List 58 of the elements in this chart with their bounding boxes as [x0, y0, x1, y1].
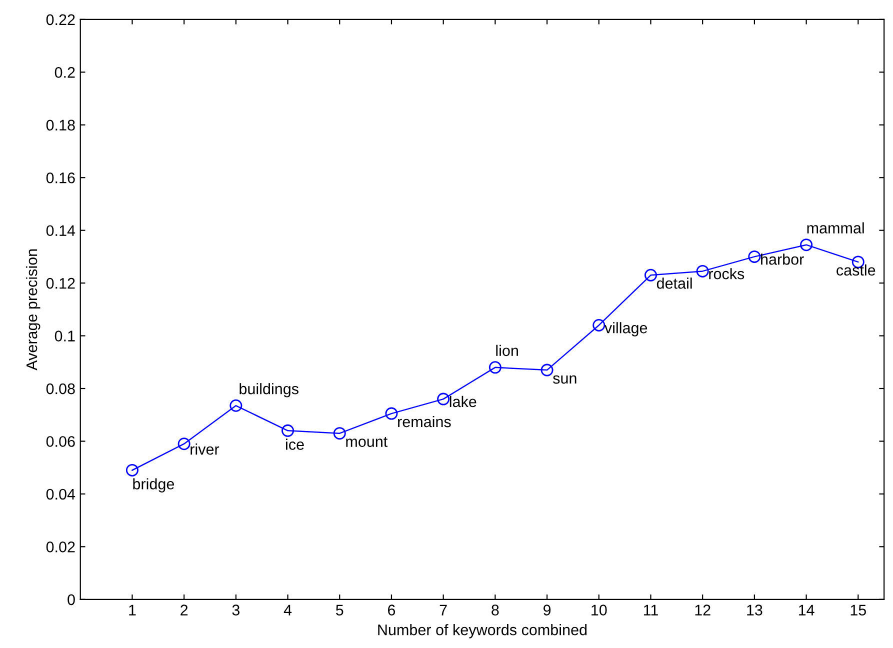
- x-tick-label: 3: [232, 604, 240, 616]
- x-tick-label: 11: [644, 604, 658, 616]
- point: [282, 424, 294, 437]
- x-tick-label: 8: [492, 604, 499, 616]
- point: [178, 438, 190, 450]
- x-tick-label: 15: [850, 604, 866, 616]
- annotation: ice: [286, 438, 304, 450]
- y-tick-label: 0.02: [46, 542, 75, 552]
- annotation: castle: [836, 264, 876, 276]
- annotation: buildings: [240, 383, 298, 398]
- y-tick-label: 0.1: [54, 330, 75, 342]
- annotation: village: [604, 322, 648, 336]
- x-axis-title: Number of keywords combined: [378, 624, 587, 638]
- x-tick-label: 1: [129, 604, 136, 616]
- annotation: mount: [346, 436, 388, 447]
- x-tick-label: 4: [284, 604, 292, 616]
- annotation: lion: [496, 344, 518, 356]
- y-tick-label: 0.08: [46, 383, 75, 394]
- annotation: remains: [398, 416, 451, 428]
- x-tick-label: 13: [747, 604, 762, 616]
- y-axis-title: Average precision: [26, 249, 40, 370]
- point: [126, 464, 138, 476]
- point: [644, 268, 657, 282]
- point: [437, 392, 450, 406]
- annotation: river: [190, 444, 220, 455]
- y-tick-label: 0.22: [46, 14, 75, 26]
- x-tick-label: 6: [388, 604, 396, 616]
- point: [540, 364, 554, 376]
- point: [333, 427, 346, 440]
- annotation: detail: [656, 278, 692, 289]
- annotation: mammal: [807, 222, 864, 234]
- y-tick-label: 0.12: [46, 278, 75, 289]
- x-tick-label: 2: [180, 604, 188, 616]
- x-tick-label: 7: [440, 604, 447, 616]
- y-tick-label: 0.2: [54, 67, 75, 78]
- y-tick-label: 0.04: [46, 488, 76, 500]
- x-tick-label: 5: [336, 604, 344, 616]
- annotation: harbor: [761, 254, 804, 265]
- point: [385, 407, 398, 420]
- x-tick-label: 9: [544, 604, 551, 616]
- point: [800, 238, 813, 252]
- y-tick-label: 0.16: [46, 172, 75, 184]
- annotation: rocks: [709, 268, 744, 280]
- y-tick-label: 0.06: [46, 436, 75, 447]
- y-tick-label: 0.14: [46, 225, 76, 236]
- annotation: bridge: [133, 478, 174, 492]
- annotation: sun: [553, 375, 576, 384]
- x-tick-label: 10: [592, 604, 607, 616]
- point: [696, 264, 709, 278]
- point: [488, 361, 502, 374]
- point: [230, 399, 242, 412]
- y-tick-label: 0.18: [46, 120, 75, 131]
- y-tick-label: 0: [68, 594, 75, 606]
- point: [748, 250, 761, 263]
- x-tick-label: 14: [798, 604, 814, 616]
- point: [592, 318, 606, 332]
- annotation: lake: [450, 396, 476, 408]
- x-tick-label: 12: [695, 604, 710, 616]
